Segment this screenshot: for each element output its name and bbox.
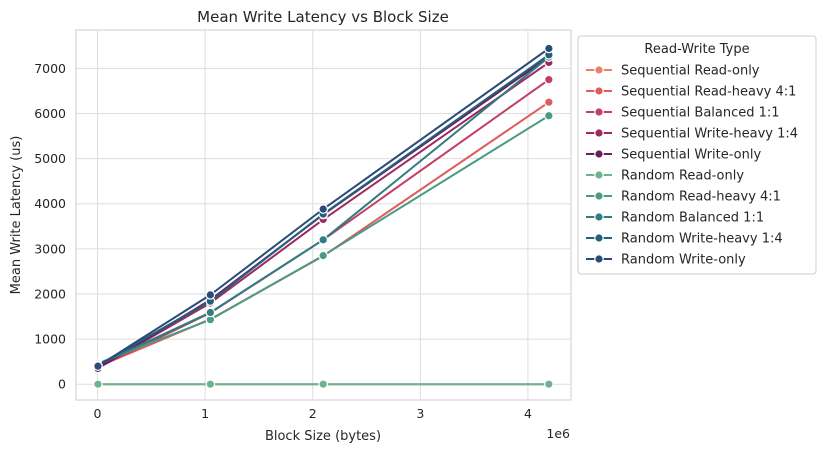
legend-item: Sequential Write-only [586,148,761,163]
legend-label: Sequential Balanced 1:1 [621,106,780,121]
y-tick-label: 4000 [34,196,66,211]
legend-item: Random Read-heavy 4:1 [586,190,781,205]
legend-label: Random Read-heavy 4:1 [621,190,781,205]
x-offset-label: 1e6 [546,426,570,441]
data-point [318,235,328,245]
y-tick-label: 0 [58,377,66,392]
legend-swatch-marker [594,191,604,201]
legend-label: Sequential Read-only [621,64,760,79]
data-point [318,379,328,390]
legend-swatch-marker [594,254,604,264]
data-point [93,379,103,390]
legend-swatch-marker [594,86,604,96]
legend: Read-Write Type Sequential Read-only Sequ… [577,35,817,275]
y-tick-label: 2000 [34,286,66,301]
y-tick-label: 3000 [34,241,66,256]
data-point [318,204,328,214]
series-9 [93,43,554,371]
legend-swatch-marker [594,65,604,75]
series-line [97,56,550,366]
data-point [93,361,103,371]
data-point [318,250,328,261]
data-point [544,74,554,85]
legend-frame [577,35,817,275]
series-line [97,61,550,369]
x-tick-label: 1 [201,406,209,421]
legend-swatch-marker [594,233,604,243]
legend-swatch-marker [594,170,604,180]
legend-label: Sequential Write-only [621,148,761,163]
y-tick-label: 1000 [34,332,66,347]
legend-label: Random Balanced 1:1 [621,211,764,226]
y-tick-label: 6000 [34,106,66,121]
y-tick-label: 7000 [34,61,66,76]
x-tick-label: 2 [309,406,317,421]
data-point [544,97,554,107]
data-point [205,290,216,300]
legend-label: Random Write-only [621,253,746,268]
series-line [97,114,550,365]
tick-labels: 0 1 2 3 4 0 1000 2000 3000 4000 5000 6000 7000 [34,61,532,421]
legend-item: Random Balanced 1:1 [586,211,764,226]
x-tick-label: 3 [416,406,424,421]
series-line [97,47,550,368]
legend-swatch-marker [594,212,604,222]
series-line [97,54,550,367]
legend-swatch-marker [594,149,604,159]
y-axis-label: Mean Write Latency (us) [9,136,24,295]
data-point [544,379,554,390]
series-lines [93,43,554,390]
legend-item: Sequential Write-heavy 1:4 [586,127,798,142]
legend-swatch-marker [594,128,604,138]
y-tick-label: 5000 [34,151,66,166]
legend-label: Sequential Write-heavy 1:4 [621,127,798,142]
data-point [205,307,216,318]
series-5 [93,379,554,390]
data-point [544,43,554,54]
legend-label: Random Read-only [621,169,744,184]
legend-item: Sequential Read-only [586,64,760,79]
legend-label: Random Write-heavy 1:4 [621,232,783,247]
legend-title: Read-Write Type [644,42,749,57]
x-tick-label: 0 [94,406,102,421]
data-point [544,110,554,121]
x-axis-label: Block Size (bytes) [265,429,381,444]
legend-swatch-marker [594,107,604,117]
legend-item: Sequential Balanced 1:1 [586,106,780,121]
legend-label: Sequential Read-heavy 4:1 [621,85,796,100]
x-tick-label: 4 [524,406,532,421]
chart-title: Mean Write Latency vs Block Size [197,8,449,26]
legend-item: Random Read-only [586,169,744,184]
legend-item: Random Write-heavy 1:4 [586,232,783,247]
legend-item: Random Write-only [586,253,746,268]
legend-item: Sequential Read-heavy 4:1 [586,85,796,100]
data-point [205,379,216,390]
